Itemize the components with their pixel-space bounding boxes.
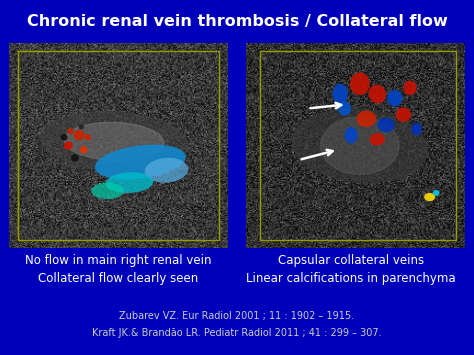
Circle shape xyxy=(71,154,79,162)
Ellipse shape xyxy=(95,144,186,179)
Ellipse shape xyxy=(345,127,358,143)
Text: Linear calcifications in parenchyma: Linear calcifications in parenchyma xyxy=(246,272,456,285)
Ellipse shape xyxy=(333,84,348,104)
Text: Collateral flow clearly seen: Collateral flow clearly seen xyxy=(38,272,199,285)
Polygon shape xyxy=(320,117,399,174)
Polygon shape xyxy=(40,112,188,171)
Text: No flow in main right renal vein: No flow in main right renal vein xyxy=(25,254,212,267)
Ellipse shape xyxy=(433,190,439,196)
Ellipse shape xyxy=(424,193,435,201)
Ellipse shape xyxy=(411,123,422,135)
Ellipse shape xyxy=(338,101,351,116)
Circle shape xyxy=(79,125,84,130)
Ellipse shape xyxy=(369,85,386,103)
Text: Chronic renal vein thrombosis / Collateral flow: Chronic renal vein thrombosis / Collater… xyxy=(27,14,447,29)
Text: Zubarev VZ. Eur Radiol 2001 ; 11 : 1902 – 1915.: Zubarev VZ. Eur Radiol 2001 ; 11 : 1902 … xyxy=(119,311,355,321)
Ellipse shape xyxy=(403,81,417,95)
Ellipse shape xyxy=(396,108,411,122)
Circle shape xyxy=(64,141,73,150)
Polygon shape xyxy=(64,122,164,160)
Polygon shape xyxy=(292,109,427,182)
Circle shape xyxy=(74,130,85,141)
Ellipse shape xyxy=(145,158,188,183)
Ellipse shape xyxy=(350,72,370,95)
Circle shape xyxy=(67,128,74,134)
Text: Capsular collateral veins: Capsular collateral veins xyxy=(278,254,424,267)
Text: Kraft JK.& Brandão LR. Pediatr Radiol 2011 ; 41 : 299 – 307.: Kraft JK.& Brandão LR. Pediatr Radiol 20… xyxy=(92,328,382,338)
Circle shape xyxy=(61,134,67,141)
Ellipse shape xyxy=(105,172,154,193)
Ellipse shape xyxy=(356,110,376,127)
Ellipse shape xyxy=(91,182,124,199)
Ellipse shape xyxy=(370,133,385,146)
Circle shape xyxy=(80,146,88,153)
Circle shape xyxy=(85,134,91,141)
Ellipse shape xyxy=(387,90,402,106)
Ellipse shape xyxy=(377,118,395,132)
